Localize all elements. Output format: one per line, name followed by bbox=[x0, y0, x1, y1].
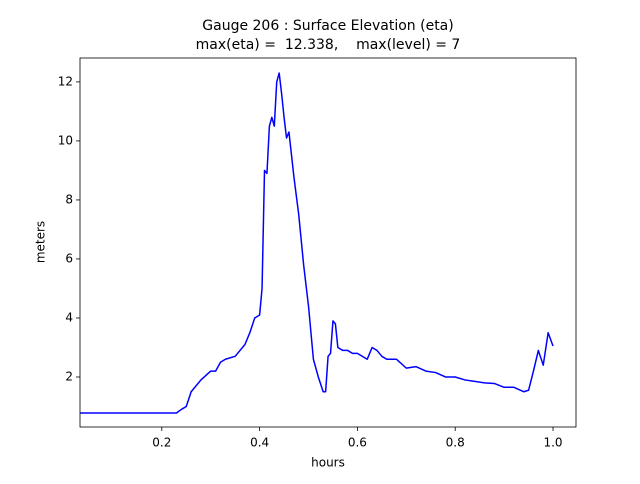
x-tick-label: 0.2 bbox=[152, 436, 171, 450]
x-tick-label: 0.8 bbox=[446, 436, 465, 450]
x-tick-label: 1.0 bbox=[543, 436, 562, 450]
y-tick-label: 2 bbox=[65, 369, 73, 383]
data-line bbox=[80, 72, 554, 414]
chart-title: Gauge 206 : Surface Elevation (eta) bbox=[202, 18, 453, 34]
y-tick-label: 10 bbox=[58, 133, 73, 147]
x-tick-label: 0.4 bbox=[250, 436, 269, 450]
y-tick-label: 6 bbox=[65, 251, 73, 265]
x-axis-label: hours bbox=[311, 456, 345, 470]
y-tick-label: 4 bbox=[65, 310, 73, 324]
y-axis-label: meters bbox=[34, 221, 48, 263]
chart-subtitle: max(eta) = 12.338, max(level) = 7 bbox=[196, 37, 461, 53]
plot-frame bbox=[79, 57, 577, 428]
y-tick-label: 12 bbox=[58, 74, 73, 88]
x-tick-label: 0.6 bbox=[348, 436, 367, 450]
y-tick-label: 8 bbox=[65, 192, 73, 206]
